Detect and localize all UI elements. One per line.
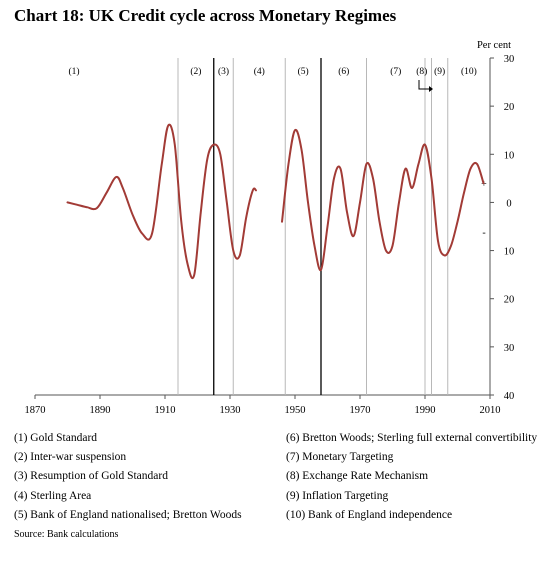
- regime-label: (4): [254, 66, 265, 77]
- source-note: Source: Bank calculations: [14, 529, 119, 540]
- y-axis-title: Per cent: [477, 40, 511, 51]
- y-tick-label: 10: [504, 150, 515, 161]
- y-tick-label: 20: [504, 295, 515, 306]
- regime-label: (9): [434, 66, 445, 77]
- x-tick-label: 1870: [25, 405, 46, 416]
- x-tick-label: 1910: [155, 405, 176, 416]
- legend-item-5: (5) Bank of England nationalised; Bretto…: [14, 509, 242, 521]
- legend-item-4: (4) Sterling Area: [14, 490, 92, 502]
- legend-item-9: (9) Inflation Targeting: [286, 490, 389, 502]
- legend-item-3: (3) Resumption of Gold Standard: [14, 470, 168, 482]
- regime-label: (6): [338, 66, 349, 77]
- regime-label: (1): [68, 66, 79, 77]
- y-tick-label: 20: [504, 102, 515, 113]
- x-tick-label: 1930: [220, 405, 241, 416]
- x-tick-label: 2010: [480, 405, 501, 416]
- legend-item-2: (2) Inter-war suspension: [14, 451, 127, 463]
- legend-item-8: (8) Exchange Rate Mechanism: [286, 470, 429, 482]
- chart-title: Chart 18: UK Credit cycle across Monetar…: [14, 6, 397, 25]
- y-sign-label: +: [481, 179, 487, 190]
- regime-label: (3): [218, 66, 229, 77]
- y-sign-label: -: [482, 227, 485, 238]
- credit-cycle-line-segment-1: [66, 123, 257, 280]
- x-tick-label: 1890: [90, 405, 111, 416]
- regime-8-arrow: [418, 80, 429, 90]
- regime-label: (8): [416, 66, 427, 77]
- legend-item-6: (6) Bretton Woods; Sterling full externa…: [286, 432, 538, 444]
- legend-item-7: (7) Monetary Targeting: [286, 451, 394, 463]
- regime-label: (2): [190, 66, 201, 77]
- x-tick-label: 1990: [415, 405, 436, 416]
- regime-label: (10): [461, 66, 477, 77]
- legend-item-10: (10) Bank of England independence: [286, 509, 453, 521]
- y-tick-label: 0: [506, 198, 511, 209]
- x-tick-label: 1970: [350, 405, 371, 416]
- x-tick-label: 1950: [285, 405, 306, 416]
- credit-cycle-line-segment-2: [281, 128, 485, 272]
- y-tick-label: 40: [504, 391, 515, 402]
- regime-label: (5): [298, 66, 309, 77]
- y-tick-label: 30: [504, 343, 515, 354]
- legend-item-1: (1) Gold Standard: [14, 432, 98, 444]
- y-tick-label: 10: [504, 247, 515, 258]
- regime-label: (7): [390, 66, 401, 77]
- regime-8-arrowhead: [429, 86, 433, 92]
- y-tick-label: 30: [504, 54, 515, 65]
